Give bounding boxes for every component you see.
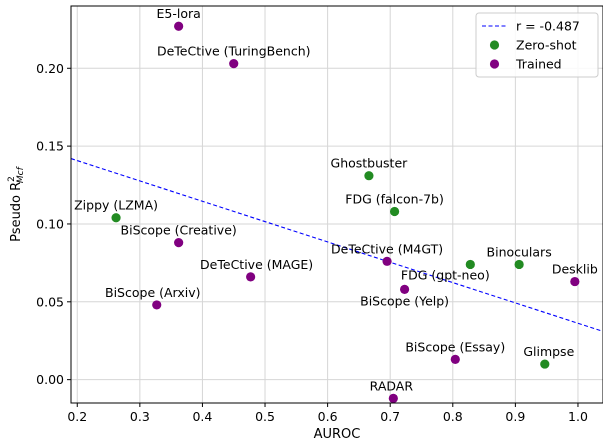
point-label: BiScope (Arxiv) xyxy=(105,285,200,300)
point-label: Desklib xyxy=(552,262,598,277)
point-label: Ghostbuster xyxy=(331,156,409,171)
point-label: DeTeCtive (M4GT) xyxy=(331,241,443,256)
x-tick-label: 0.2 xyxy=(67,409,87,424)
y-tick-label: 0.15 xyxy=(36,139,64,154)
regression-line xyxy=(70,158,603,332)
x-axis-ticks: 0.2 0.3 0.4 0.5 0.6 0.7 0.8 0.9 1.0 xyxy=(67,403,588,424)
legend-entry-label: r = -0.487 xyxy=(516,19,580,34)
point-label: FDG (gpt-neo) xyxy=(401,267,490,282)
data-point xyxy=(570,276,580,287)
point-label: E5-lora xyxy=(157,6,201,21)
data-point xyxy=(364,171,374,181)
legend-entry-label: Zero-shot xyxy=(516,38,577,53)
point-label: Zippy (LZMA) xyxy=(74,198,158,213)
legend-dot-swatch xyxy=(489,40,500,50)
data-point xyxy=(152,300,162,310)
point-label: BiScope (Yelp) xyxy=(360,293,449,308)
point-label: BiScope (Essay) xyxy=(405,339,505,354)
point-label: Binoculars xyxy=(487,244,552,259)
data-point xyxy=(174,21,184,31)
y-tick-label: 0.10 xyxy=(36,216,64,231)
y-axis-ticks: 0.00 0.05 0.10 0.15 0.20 xyxy=(36,61,71,387)
data-point xyxy=(540,359,550,369)
x-tick-label: 1.0 xyxy=(568,409,588,424)
y-tick-label: 0.00 xyxy=(36,372,64,387)
y-axis-label-superscript: 2 xyxy=(7,176,17,182)
data-point xyxy=(389,206,400,217)
x-tick-label: 0.8 xyxy=(443,409,463,424)
data-point xyxy=(450,354,460,365)
x-axis-label: AUROC xyxy=(314,427,361,442)
data-point xyxy=(388,393,398,403)
x-tick-label: 0.5 xyxy=(255,409,275,424)
data-point xyxy=(514,259,524,270)
legend-box xyxy=(475,12,599,78)
y-tick-label: 0.05 xyxy=(36,294,64,309)
x-tick-label: 0.3 xyxy=(130,409,150,424)
y-axis-label: Pseudo R2Mcf xyxy=(7,165,26,241)
legend-dot-swatch xyxy=(489,59,500,69)
x-tick-label: 0.7 xyxy=(380,409,400,424)
plot-frame xyxy=(70,5,603,404)
x-tick-label: 0.6 xyxy=(318,409,338,424)
y-axis-label-main: Pseudo R xyxy=(9,182,24,242)
y-axis-label-subscript: Mcf xyxy=(16,165,26,183)
legend-entry-label: Trained xyxy=(515,57,562,72)
data-point xyxy=(111,213,121,223)
point-label: DeTeCtive (TuringBench) xyxy=(157,44,311,59)
point-labels: Zippy (LZMA) Ghostbuster FDG (falcon-7b) FD… xyxy=(74,6,598,393)
legend: r = -0.487 Zero-shot Trained xyxy=(475,12,599,78)
point-label: RADAR xyxy=(370,378,414,393)
data-point xyxy=(465,259,475,270)
x-tick-label: 0.4 xyxy=(192,409,212,424)
data-point xyxy=(174,238,184,248)
data-points xyxy=(111,21,580,403)
data-point xyxy=(229,59,239,69)
point-label: Glimpse xyxy=(523,344,574,359)
y-tick-label: 0.20 xyxy=(36,61,64,76)
data-point xyxy=(399,284,410,294)
data-point xyxy=(246,272,256,282)
point-label: BiScope (Creative) xyxy=(121,223,237,238)
point-label: DeTeCtive (MAGE) xyxy=(200,257,313,272)
data-point xyxy=(382,256,392,266)
point-label: FDG (falcon-7b) xyxy=(345,192,444,207)
x-tick-label: 0.9 xyxy=(505,409,525,424)
